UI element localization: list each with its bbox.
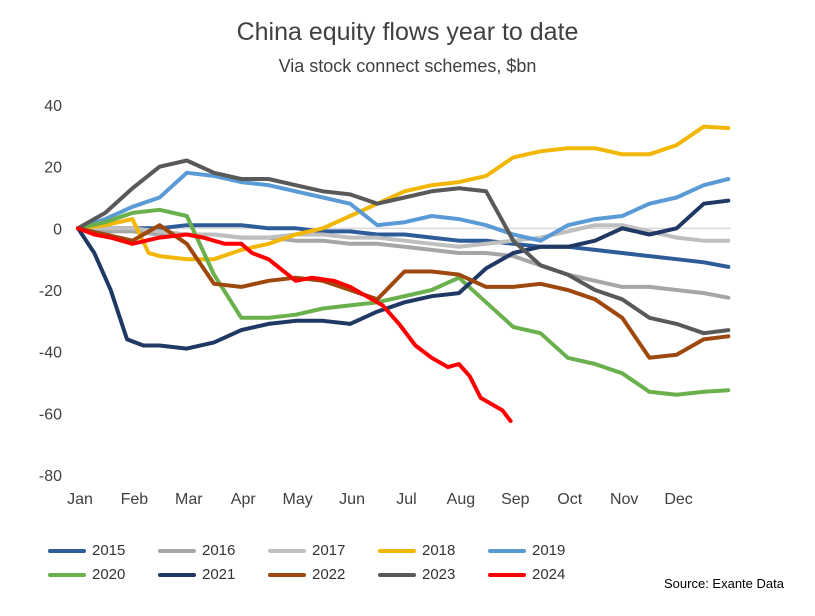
legend-item-2019: 2019 — [488, 542, 565, 559]
x-tick-label: Feb — [121, 491, 149, 508]
series-line-2022 — [76, 223, 731, 360]
legend-item-2022: 2022 — [268, 566, 345, 583]
legend-swatch — [488, 548, 526, 553]
y-tick-label: 0 — [53, 221, 62, 238]
y-tick-label: -20 — [39, 283, 62, 300]
series-line-2021 — [76, 198, 731, 351]
legend-item-2021: 2021 — [158, 566, 235, 583]
x-tick-label: May — [283, 491, 313, 508]
legend-swatch — [48, 572, 86, 577]
legend-label: 2019 — [532, 542, 566, 559]
legend-swatch — [268, 572, 306, 577]
x-tick-label: Nov — [610, 491, 638, 508]
legend-label: 2020 — [92, 566, 126, 583]
x-tick-label: Sep — [501, 491, 530, 508]
y-tick-label: 40 — [44, 98, 62, 115]
source-note: Source: Exante Data — [664, 576, 784, 591]
series-line-2024 — [76, 226, 513, 423]
y-tick-label: -60 — [39, 406, 62, 423]
series-line-2023 — [76, 158, 731, 336]
legend-label: 2017 — [312, 542, 346, 559]
x-tick-label: Jul — [396, 491, 416, 508]
x-tick-label: Apr — [231, 491, 257, 508]
x-tick-label: Jan — [67, 491, 93, 508]
series-line-2019 — [76, 170, 731, 243]
legend-swatch — [48, 548, 86, 553]
legend-label: 2015 — [92, 542, 126, 559]
legend-swatch — [158, 548, 196, 553]
legend-label: 2023 — [422, 566, 456, 583]
chart-title: China equity flows year to date — [236, 18, 579, 46]
legend-swatch — [158, 572, 196, 577]
y-tick-label: -40 — [39, 345, 62, 362]
legend-swatch — [378, 548, 416, 553]
legend-item-2018: 2018 — [378, 542, 455, 559]
chart-subtitle: Via stock connect schemes, $bn — [278, 56, 537, 76]
legend-item-2020: 2020 — [48, 566, 125, 583]
legend-label: 2016 — [202, 542, 236, 559]
legend-swatch — [488, 572, 526, 577]
x-tick-label: Jun — [339, 491, 365, 508]
legend-item-2016: 2016 — [158, 542, 235, 559]
x-tick-label: Dec — [664, 491, 692, 508]
legend-item-2017: 2017 — [268, 542, 345, 559]
series-line-2018 — [76, 124, 731, 262]
legend-item-2023: 2023 — [378, 566, 455, 583]
legend-label: 2024 — [532, 566, 566, 583]
legend-label: 2022 — [312, 566, 346, 583]
y-tick-label: -80 — [39, 468, 62, 485]
legend-item-2024: 2024 — [488, 566, 565, 583]
y-tick-label: 20 — [44, 160, 62, 177]
series-line-2020 — [76, 207, 731, 397]
legend-swatch — [378, 572, 416, 577]
legend-item-2015: 2015 — [48, 542, 125, 559]
series-line-2015 — [76, 223, 731, 269]
x-tick-label: Oct — [557, 491, 582, 508]
x-tick-label: Mar — [175, 491, 203, 508]
legend-label: 2018 — [422, 542, 456, 559]
x-tick-label: Aug — [447, 491, 475, 508]
legend-swatch — [268, 548, 306, 553]
legend-label: 2021 — [202, 566, 236, 583]
